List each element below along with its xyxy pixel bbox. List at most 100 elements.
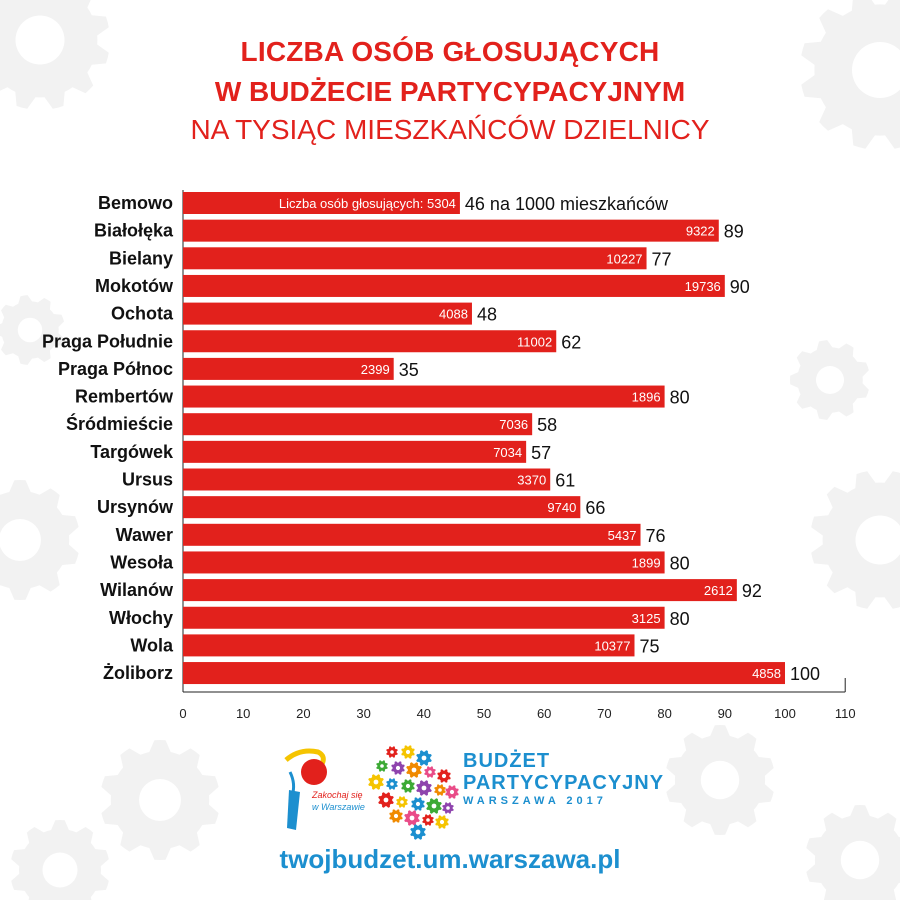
category-label: Wola	[130, 635, 174, 655]
title-line-2: W BUDŻECIE PARTYCYPACYJNYM	[214, 76, 686, 107]
x-tick-label: 100	[774, 706, 796, 721]
logo-gear-hole	[373, 779, 379, 785]
category-label: Śródmieście	[66, 413, 173, 434]
bar	[183, 468, 551, 491]
logo-gear-hole	[411, 767, 417, 773]
per-thousand-value-label: 76	[646, 526, 666, 546]
warsaw-gear-map-logo	[368, 745, 459, 840]
voters-count-label: 3370	[517, 473, 546, 488]
voters-count-label: 9740	[547, 500, 576, 515]
x-tick-label: 20	[296, 706, 310, 721]
background-gear-hole	[816, 366, 844, 394]
category-label: Targówek	[90, 442, 174, 462]
voters-count-label: 9322	[686, 224, 715, 239]
logo-left-text-1: Zakochaj się	[311, 790, 363, 800]
per-thousand-value-label: 77	[652, 249, 672, 269]
category-label: Praga Północ	[58, 359, 173, 379]
per-thousand-value-label: 100	[790, 664, 820, 684]
x-tick-label: 50	[477, 706, 491, 721]
logo-left-text-2: w Warszawie	[312, 802, 365, 812]
budzet-logo-line-2: PARTYCYPACYJNY	[463, 772, 665, 794]
per-thousand-value-label: 92	[742, 581, 762, 601]
category-label: Rembertów	[75, 387, 174, 407]
per-thousand-value-label: 89	[724, 222, 744, 242]
bar	[183, 579, 737, 602]
logo-gear-hole	[439, 819, 445, 825]
bar	[183, 219, 719, 242]
logo-gear-hole	[428, 770, 432, 774]
category-label: Mokotów	[95, 276, 174, 296]
per-thousand-value-label: 80	[670, 388, 690, 408]
logo-gear-hole	[390, 750, 394, 754]
category-label: Ochota	[111, 304, 174, 324]
bar	[183, 606, 665, 629]
logo-gear-hole	[421, 785, 427, 791]
logo-gear-hole	[415, 801, 421, 807]
x-tick-label: 0	[179, 706, 186, 721]
background-gear-hole	[139, 779, 181, 821]
background-gear-icon	[801, 0, 900, 149]
bar	[183, 413, 533, 436]
voters-count-label: 5437	[608, 528, 637, 543]
category-label: Wilanów	[100, 580, 174, 600]
logo-gear-hole	[393, 813, 399, 819]
category-label: Wawer	[116, 525, 173, 545]
per-thousand-value-label: 80	[670, 553, 690, 573]
per-thousand-value-label: 66	[585, 498, 605, 518]
voters-count-label: 4088	[439, 307, 468, 322]
category-label: Włochy	[109, 608, 173, 628]
per-thousand-value-label: 61	[555, 471, 575, 491]
title-line-3: NA TYSIĄC MIESZKAŃCÓW DZIELNICY	[190, 114, 710, 145]
voters-count-label: 7034	[493, 445, 522, 460]
voters-count-label: 2399	[361, 362, 390, 377]
bar	[183, 440, 527, 463]
voters-count-label: 10377	[594, 638, 630, 653]
voters-count-label: Liczba osób głosujących: 5304	[279, 196, 456, 211]
bar	[183, 551, 665, 574]
logo-gear-hole	[409, 815, 415, 821]
logo-gear-hole	[380, 764, 384, 768]
per-thousand-value-label: 62	[561, 332, 581, 352]
bar	[183, 357, 394, 380]
per-thousand-value-label: 48	[477, 305, 497, 325]
logo-gear-hole	[438, 788, 442, 792]
voters-count-label: 4858	[752, 666, 781, 681]
x-tick-label: 30	[356, 706, 370, 721]
logo-gear-hole	[390, 782, 394, 786]
background-gear-hole	[840, 840, 880, 880]
category-label: Bemowo	[98, 193, 173, 213]
category-label: Ursus	[122, 470, 173, 490]
per-thousand-value-label: 58	[537, 415, 557, 435]
background-gear-hole	[0, 519, 41, 561]
bar	[183, 496, 581, 519]
background-gear-hole	[42, 852, 78, 888]
voters-count-label: 11002	[517, 334, 552, 349]
x-tick-label: 80	[657, 706, 671, 721]
website-url[interactable]: twojbudzet.um.warszawa.pl	[279, 844, 621, 874]
category-label: Bielany	[109, 248, 173, 268]
background-gear-hole	[15, 15, 65, 65]
voters-count-label: 1899	[632, 555, 661, 570]
bar	[183, 247, 647, 270]
category-label: Wesoła	[110, 552, 174, 572]
per-thousand-value-label: 90	[730, 277, 750, 297]
bar	[183, 523, 641, 546]
logo-gear-hole	[415, 829, 421, 835]
logo-gear-hole	[405, 749, 411, 755]
voters-count-label: 10227	[606, 251, 642, 266]
x-tick-label: 60	[537, 706, 551, 721]
voters-count-label: 2612	[704, 583, 733, 598]
budzet-logo-line-1: BUDŻET	[463, 750, 551, 772]
logo-gear-hole	[441, 773, 447, 779]
per-thousand-value-label: 46 na 1000 mieszkańców	[465, 194, 669, 214]
x-tick-label: 10	[236, 706, 250, 721]
background-gear-hole	[700, 760, 740, 800]
bar	[183, 634, 635, 657]
logo-gear-hole	[400, 800, 404, 804]
logo-gear-hole	[405, 783, 411, 789]
voters-count-label: 19736	[685, 279, 721, 294]
x-tick-label: 110	[835, 706, 856, 721]
x-tick-label: 70	[597, 706, 611, 721]
